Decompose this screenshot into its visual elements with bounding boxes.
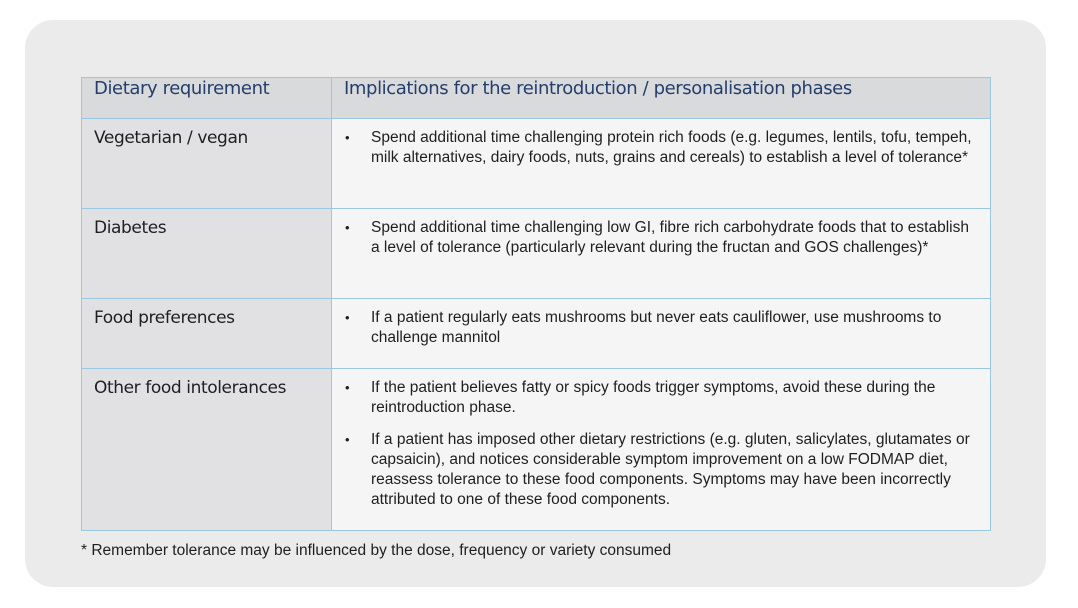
table-row: Diabetes Spend additional time challengi… bbox=[81, 208, 991, 299]
column-header-requirement: Dietary requirement bbox=[81, 77, 332, 119]
implications-cell: If a patient regularly eats mushrooms bu… bbox=[331, 298, 991, 369]
requirement-cell: Other food intolerances bbox=[81, 368, 332, 531]
requirement-cell: Diabetes bbox=[81, 208, 332, 299]
implication-bullet: If the patient believes fatty or spicy f… bbox=[345, 378, 974, 418]
implication-bullet: Spend additional time challenging low GI… bbox=[345, 218, 974, 258]
table-row: Food preferences If a patient regularly … bbox=[81, 298, 991, 369]
table-header-row: Dietary requirement Implications for the… bbox=[81, 77, 991, 119]
column-header-implications: Implications for the reintroduction / pe… bbox=[331, 77, 991, 119]
requirement-cell: Food preferences bbox=[81, 298, 332, 369]
implications-cell: If the patient believes fatty or spicy f… bbox=[331, 368, 991, 531]
implications-cell: Spend additional time challenging protei… bbox=[331, 118, 991, 209]
implication-bullet: If a patient regularly eats mushrooms bu… bbox=[345, 308, 974, 348]
requirement-cell: Vegetarian / vegan bbox=[81, 118, 332, 209]
table-row: Other food intolerances If the patient b… bbox=[81, 368, 991, 531]
implication-bullet: If a patient has imposed other dietary r… bbox=[345, 430, 974, 510]
dietary-requirements-table: Dietary requirement Implications for the… bbox=[81, 77, 991, 531]
implications-cell: Spend additional time challenging low GI… bbox=[331, 208, 991, 299]
table-row: Vegetarian / vegan Spend additional time… bbox=[81, 118, 991, 209]
footnote: * Remember tolerance may be influenced b… bbox=[81, 542, 672, 559]
implication-bullet: Spend additional time challenging protei… bbox=[345, 128, 974, 168]
